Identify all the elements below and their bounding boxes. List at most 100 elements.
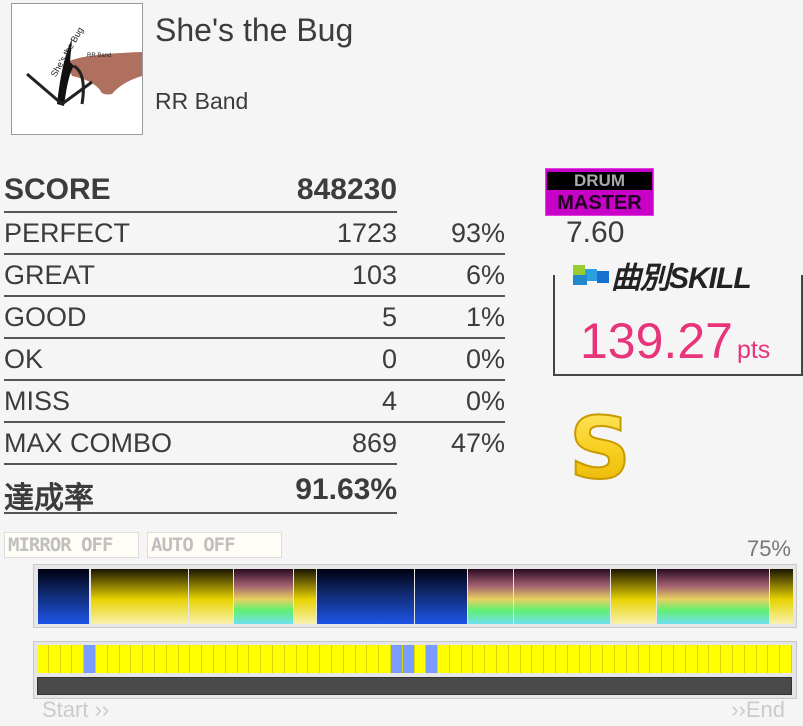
combo-cell <box>37 645 49 673</box>
combo-cell <box>367 645 380 673</box>
judgement-count: 103 <box>351 260 397 290</box>
progress-track <box>37 677 792 695</box>
judgement-count: 5 <box>381 302 397 332</box>
phrase-segment-blue <box>38 569 89 624</box>
combo-cell <box>119 645 132 673</box>
combo-cell <box>190 645 203 673</box>
skill-box <box>553 275 803 376</box>
combo-cell <box>650 645 663 673</box>
combo-cell <box>143 645 155 673</box>
rank-grade: S <box>573 406 627 486</box>
combo-cell <box>296 645 309 673</box>
difficulty-level: 7.60 <box>566 216 625 249</box>
combo-cell <box>721 645 734 673</box>
divider <box>4 512 397 514</box>
combo-cell <box>744 645 757 673</box>
combo-cell-miss <box>84 645 96 673</box>
combo-cell <box>320 645 332 673</box>
skill-value: 139.27 <box>580 313 733 369</box>
achievement-label: 達成率 <box>4 482 94 515</box>
combo-cell <box>591 645 604 673</box>
combo-cell <box>485 645 498 673</box>
achievement-value: 91.63% <box>295 473 397 506</box>
combo-cell <box>768 645 781 673</box>
difficulty-label: MASTER <box>557 192 642 214</box>
judgement-count: 869 <box>351 428 397 458</box>
phrase-segment-blue <box>415 569 467 624</box>
judgement-count: 4 <box>381 386 397 416</box>
score-row: SCORE 848230 <box>4 167 397 209</box>
phrase-segment-yellow <box>770 569 793 624</box>
skill-title: 曲別SKILL <box>611 253 752 297</box>
combo-cell <box>461 645 474 673</box>
skill-logo-icon <box>573 265 609 285</box>
combo-cell-miss <box>402 645 415 673</box>
divider <box>4 253 505 255</box>
combo-cell <box>107 645 120 673</box>
combo-cell <box>780 645 792 673</box>
combo-cell <box>213 645 226 673</box>
divider <box>4 337 505 339</box>
combo-cell <box>166 645 179 673</box>
combo-cell <box>438 645 450 673</box>
combo-cell <box>508 645 521 673</box>
judgement-row-good: GOOD 5 1% <box>4 296 505 338</box>
combo-cell <box>261 645 273 673</box>
auto-option: AUTO OFF <box>147 532 282 558</box>
skill-label-jp: 曲別 <box>611 262 670 295</box>
combo-cell <box>626 645 639 673</box>
judgement-percent: 47% <box>450 428 505 458</box>
phrase-segment-blue <box>317 569 414 624</box>
judgement-row-perfect: PERFECT 1723 93% <box>4 212 505 254</box>
divider <box>4 421 505 423</box>
combo-cell <box>532 645 545 673</box>
judgement-row-max-combo: MAX COMBO 869 47% <box>4 422 505 464</box>
skill-label-en: SKILL <box>669 262 752 295</box>
judgement-percent: 0% <box>465 386 505 416</box>
mirror-option: MIRROR OFF <box>4 532 139 558</box>
phrase-segment-yellow <box>189 569 233 624</box>
album-jacket: She's the Bug RR Band <box>11 3 143 135</box>
score-value: 848230 <box>296 173 397 206</box>
combo-cell <box>567 645 580 673</box>
combo-cell <box>131 645 144 673</box>
combo-cell <box>697 645 710 673</box>
judgement-percent: 0% <box>465 344 505 374</box>
phrase-segment-pink <box>468 569 513 624</box>
combo-cell <box>544 645 557 673</box>
judgement-label: PERFECT <box>4 218 131 248</box>
instrument-label: DRUM <box>547 172 652 190</box>
judgement-percent: 6% <box>465 260 505 290</box>
combo-cell <box>662 645 675 673</box>
scroll-speed: 75% <box>746 536 791 561</box>
judgement-label: GOOD <box>4 302 87 332</box>
rank-s-icon: S <box>568 398 632 500</box>
judgement-label: OK <box>4 344 44 374</box>
combo-cell <box>709 645 722 673</box>
score-label: SCORE <box>4 173 111 206</box>
judgement-label: MISS <box>4 386 71 416</box>
combo-cell <box>603 645 616 673</box>
timeline-end: ››End <box>731 697 785 722</box>
combo-cell <box>308 645 321 673</box>
combo-cell <box>60 645 73 673</box>
judgement-row-great: GREAT 103 6% <box>4 254 505 296</box>
combo-cell <box>237 645 250 673</box>
combo-cells <box>37 645 792 673</box>
phrase-segment-yellow <box>91 569 188 624</box>
skill-unit: pts <box>736 336 771 364</box>
combo-cell <box>225 645 238 673</box>
artist-name: RR Band <box>155 88 249 114</box>
divider <box>4 211 397 213</box>
skill-header: 曲別SKILL <box>567 258 759 295</box>
combo-cell <box>95 645 108 673</box>
phrase-segment-yellow <box>294 569 316 624</box>
combo-cell <box>497 645 509 673</box>
combo-cell <box>473 645 486 673</box>
combo-cell <box>249 645 262 673</box>
combo-cell <box>520 645 533 673</box>
song-title: She's the Bug <box>155 12 354 48</box>
phrase-segment-yellow <box>611 569 656 624</box>
judgement-row-miss: MISS 4 0% <box>4 380 505 422</box>
judgement-percent: 1% <box>465 302 505 332</box>
